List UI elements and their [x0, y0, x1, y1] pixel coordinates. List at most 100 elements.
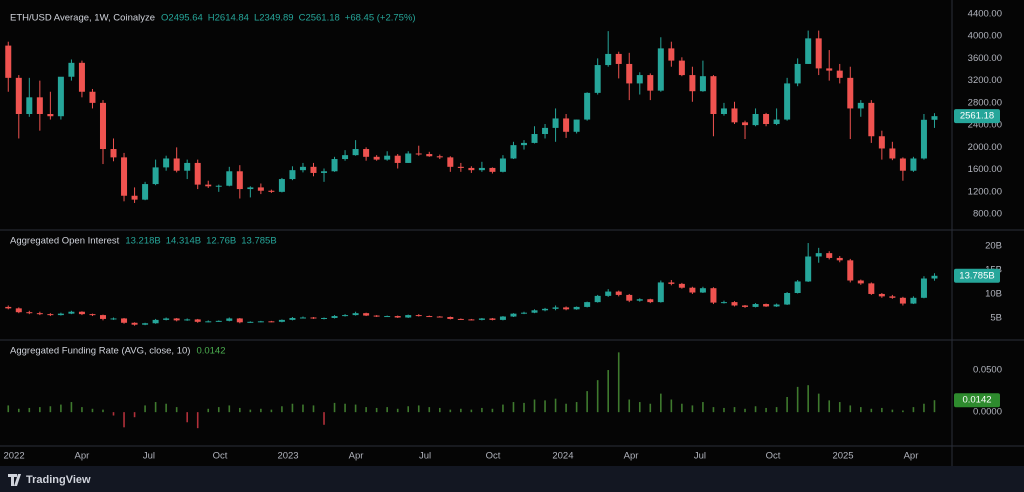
- candle-body: [5, 306, 12, 309]
- funding-bar: [354, 404, 357, 413]
- funding-bar: [912, 407, 915, 413]
- y-tick-label: 0.0000: [973, 407, 1002, 418]
- candle-body: [384, 316, 391, 318]
- funding-bar: [39, 407, 41, 413]
- y-tick-label: 2800.00: [968, 97, 1002, 108]
- funding-bar: [28, 407, 31, 413]
- candle-body: [563, 118, 570, 132]
- candle-body: [520, 312, 527, 314]
- candle-body: [405, 153, 412, 163]
- candle-body: [626, 63, 633, 84]
- funding-bar: [765, 407, 767, 413]
- candle-body: [815, 253, 822, 257]
- funding-bar: [712, 407, 715, 413]
- candle-body: [552, 118, 559, 128]
- header-value: 0.0142: [196, 346, 225, 357]
- candle-body: [289, 317, 296, 320]
- funding-bar: [386, 407, 388, 413]
- candle-body: [689, 75, 696, 92]
- candle-body: [773, 119, 780, 125]
- candle-body: [226, 318, 233, 321]
- candle-body: [805, 256, 812, 282]
- candle-body: [457, 318, 464, 320]
- x-tick-label: Jul: [143, 451, 155, 462]
- x-tick-label: 2025: [832, 451, 853, 462]
- x-tick-label: Apr: [624, 451, 639, 462]
- candle-body: [931, 275, 938, 279]
- funding-bar: [807, 385, 809, 413]
- candle-body: [215, 320, 222, 322]
- x-tick-label: Apr: [349, 451, 364, 462]
- candle-body: [573, 306, 580, 310]
- candle-body: [573, 119, 580, 132]
- header-value: 14.314B: [166, 236, 201, 247]
- candle-body: [184, 162, 191, 171]
- candle-body: [699, 76, 706, 92]
- funding-bar: [17, 408, 20, 413]
- candle-body: [142, 323, 149, 325]
- header-value: 12.76B: [206, 236, 236, 247]
- funding-bar: [575, 402, 578, 413]
- x-tick-label: Oct: [213, 451, 228, 462]
- candle-body: [110, 318, 117, 320]
- funding-bar: [196, 412, 199, 429]
- funding-bar: [7, 405, 10, 413]
- funding-bar: [239, 407, 241, 413]
- candle-body: [99, 315, 106, 319]
- candle-body: [636, 75, 643, 84]
- candle-body: [857, 280, 864, 284]
- y-tick-label: 4000.00: [968, 31, 1002, 42]
- candle-body: [605, 53, 612, 66]
- funding-bar: [281, 406, 283, 413]
- candle-body: [110, 149, 117, 158]
- candle-body: [26, 312, 33, 314]
- funding-bar: [923, 403, 925, 413]
- candle-body: [363, 313, 370, 316]
- candle-body: [184, 319, 191, 321]
- y-tick-label: 0.0500: [973, 365, 1002, 376]
- candle-body: [668, 282, 675, 284]
- logo-icon: [8, 474, 21, 486]
- funding-bar: [817, 393, 820, 413]
- funding-bar: [775, 407, 778, 413]
- candle-body: [742, 305, 749, 307]
- x-tick-label: Jul: [694, 451, 706, 462]
- candle-body: [426, 154, 433, 157]
- candle-body: [889, 148, 896, 159]
- candle-body: [784, 83, 791, 120]
- candle-body: [826, 68, 833, 71]
- y-tick-label: 3600.00: [968, 53, 1002, 64]
- candle-body: [152, 167, 159, 185]
- candle-body: [236, 318, 243, 323]
- candle-body: [257, 321, 264, 323]
- candle-body: [752, 113, 759, 126]
- candle-body: [331, 316, 338, 318]
- funding-bar: [417, 405, 420, 413]
- candle-body: [36, 97, 43, 114]
- candle-body: [89, 314, 96, 316]
- header-value: 13.218B: [125, 236, 160, 247]
- candle-body: [868, 283, 875, 294]
- candle-body: [426, 316, 433, 318]
- candle-body: [215, 185, 222, 187]
- candle-body: [878, 293, 885, 297]
- funding-bar: [260, 408, 262, 413]
- candle-body: [278, 179, 285, 192]
- funding-bar: [249, 409, 252, 413]
- funding-bar: [565, 403, 567, 413]
- candle-body: [920, 278, 927, 298]
- candle-body: [563, 307, 570, 310]
- funding-bar: [502, 404, 504, 413]
- funding-bar: [881, 407, 883, 413]
- funding-bar: [607, 370, 609, 413]
- candle-body: [15, 77, 22, 114]
- funding-bar: [186, 412, 188, 423]
- candle-body: [478, 318, 485, 320]
- candle-body: [784, 292, 791, 305]
- candle-body: [510, 313, 517, 317]
- funding-bar: [70, 402, 73, 413]
- candle-body: [321, 317, 328, 319]
- candle-body: [615, 291, 622, 295]
- last-value-label: 0.0142: [962, 395, 991, 406]
